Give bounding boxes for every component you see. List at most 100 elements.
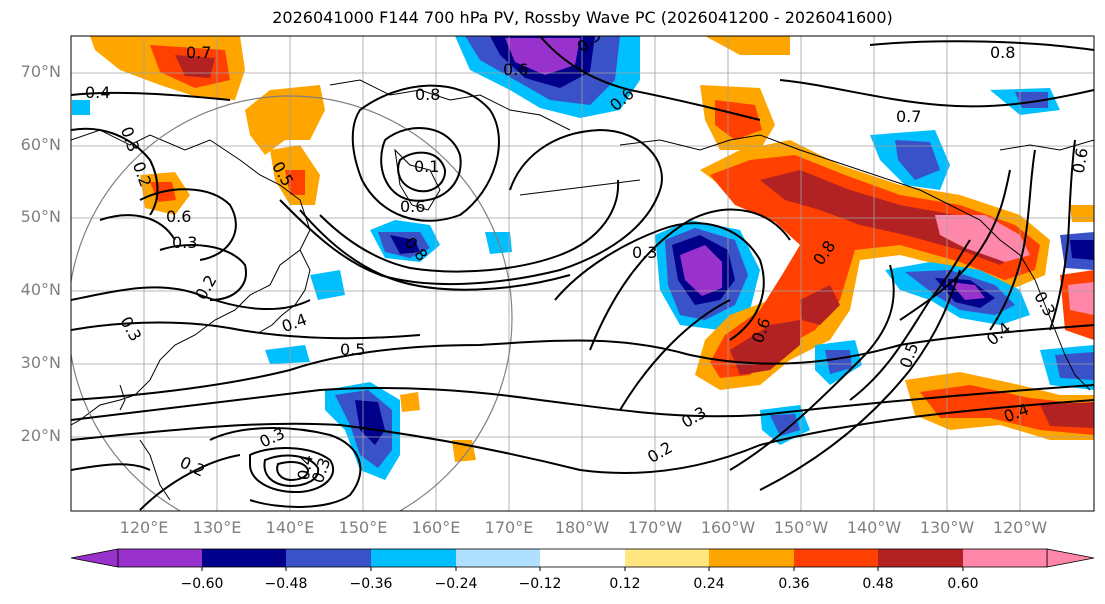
colorbar-swatch <box>794 549 878 567</box>
pv-contour <box>276 461 310 482</box>
anomaly-positive <box>935 215 1030 262</box>
anomaly-positive <box>705 36 790 55</box>
map-area: 0.7 0.4 0.3 0.2 0.6 0.3 0.2 0.3 0.5 0.4 … <box>71 36 1094 511</box>
contour-label: 0.6 <box>166 207 191 226</box>
pv-shading <box>72 36 1094 480</box>
map-frame <box>70 35 1095 512</box>
pv-contour <box>263 454 320 488</box>
anomaly-positive <box>175 55 215 78</box>
anomaly-negative <box>390 235 420 254</box>
lon-label: 170°W <box>627 518 683 537</box>
lat-label: 70°N <box>20 62 61 81</box>
anomaly-negative <box>1070 240 1094 260</box>
lon-label: 130°E <box>192 518 242 537</box>
lat-label: 40°N <box>20 280 61 299</box>
contour-label: 0.7 <box>186 43 211 62</box>
pv-contour <box>159 244 247 301</box>
contour-label: 0.6 <box>400 197 425 216</box>
colorbar-frame <box>117 548 1048 568</box>
pv-contour <box>539 36 761 121</box>
pv-contour <box>71 127 159 216</box>
colorbar-swatch <box>540 549 625 567</box>
anomaly-positive <box>730 320 800 375</box>
colorbar-swatch <box>625 549 709 567</box>
colorbar-tick: −0.48 <box>264 576 308 592</box>
anomaly-negative <box>265 345 310 364</box>
pv-contour <box>351 84 500 222</box>
colorbar-tick: 0.36 <box>778 576 810 592</box>
coastline-canada <box>999 139 1094 151</box>
contour-label: 0.4 <box>85 83 110 102</box>
coastline-aleutians <box>519 179 641 196</box>
lon-label: 170°E <box>484 518 534 537</box>
lat-label: 20°N <box>20 426 61 445</box>
colorbar-tick: −0.60 <box>180 576 224 592</box>
contour-label: 0.7 <box>896 107 921 126</box>
lon-label: 120°E <box>119 518 169 537</box>
colorbar-extend-min <box>70 548 119 568</box>
coastline-alaska <box>619 134 1021 256</box>
contour-label: 0.3 <box>172 233 197 252</box>
coastline-kamchatka <box>394 148 441 211</box>
colorbar-swatch <box>456 549 540 567</box>
pv-contour <box>279 128 663 286</box>
coastline-siberia-north <box>329 79 571 131</box>
colorbar-extend-max <box>1046 548 1095 568</box>
anomaly-negative <box>505 38 580 75</box>
pv-contour <box>139 454 241 511</box>
pv-contour <box>319 179 620 273</box>
lat-label: 60°N <box>20 135 61 154</box>
colorbar-swatch <box>963 549 1047 567</box>
pv-contour <box>619 299 731 411</box>
pv-contour <box>71 399 1094 474</box>
contour-label: 0.4 <box>294 453 317 481</box>
contour-label: 0.3 <box>632 243 657 262</box>
colorbar-tick: −0.36 <box>349 576 393 592</box>
pv-contour <box>989 149 1036 331</box>
pv-contour <box>589 208 791 351</box>
pv-contour <box>71 321 421 340</box>
anomaly-negative <box>825 350 852 374</box>
pv-contour <box>869 40 1094 51</box>
anomaly-negative <box>680 245 722 296</box>
anomaly-positive <box>400 392 420 412</box>
colorbar-tick: −0.24 <box>434 576 478 592</box>
colorbar <box>70 548 1095 571</box>
lon-label: 150°W <box>773 518 829 537</box>
colorbar-swatch <box>286 549 371 567</box>
pv-contour <box>71 324 1094 401</box>
anomaly-negative <box>72 100 90 115</box>
pv-contours <box>71 36 1094 511</box>
coastline-asia <box>71 129 311 426</box>
pv-contour <box>71 384 1094 421</box>
colorbar-tick: 0.24 <box>693 576 725 592</box>
pv-contour <box>299 209 571 291</box>
colorbar-swatch <box>371 549 456 567</box>
lon-label: 150°E <box>338 518 388 537</box>
lon-label: 160°E <box>411 518 461 537</box>
contour-label: 0.6 <box>1069 146 1092 174</box>
pv-contour <box>729 264 895 471</box>
pv-contour <box>209 427 362 508</box>
lon-label: 120°W <box>992 518 1048 537</box>
pv-contour <box>71 286 311 310</box>
anomaly-negative <box>1055 352 1094 380</box>
pv-contour <box>71 91 231 101</box>
pv-contour <box>899 169 1011 321</box>
colorbar-swatch <box>709 549 794 567</box>
lon-label: 140°E <box>265 518 315 537</box>
contour-label: 0.8 <box>990 43 1015 62</box>
anomaly-positive <box>1070 205 1094 222</box>
colorbar-tick: 0.60 <box>947 576 979 592</box>
colorbar-tick: 0.12 <box>609 576 641 592</box>
pv-contour <box>849 239 971 401</box>
lon-label: 180°W <box>554 518 610 537</box>
pv-contour <box>380 127 462 202</box>
anomaly-positive <box>245 85 325 155</box>
lat-label: 50°N <box>20 207 61 226</box>
lon-label: 160°W <box>700 518 756 537</box>
colorbar-swatch <box>878 549 963 567</box>
map-title: 2026041000 F144 700 hPa PV, Rossby Wave … <box>272 8 893 27</box>
pv-contour <box>779 79 1094 108</box>
